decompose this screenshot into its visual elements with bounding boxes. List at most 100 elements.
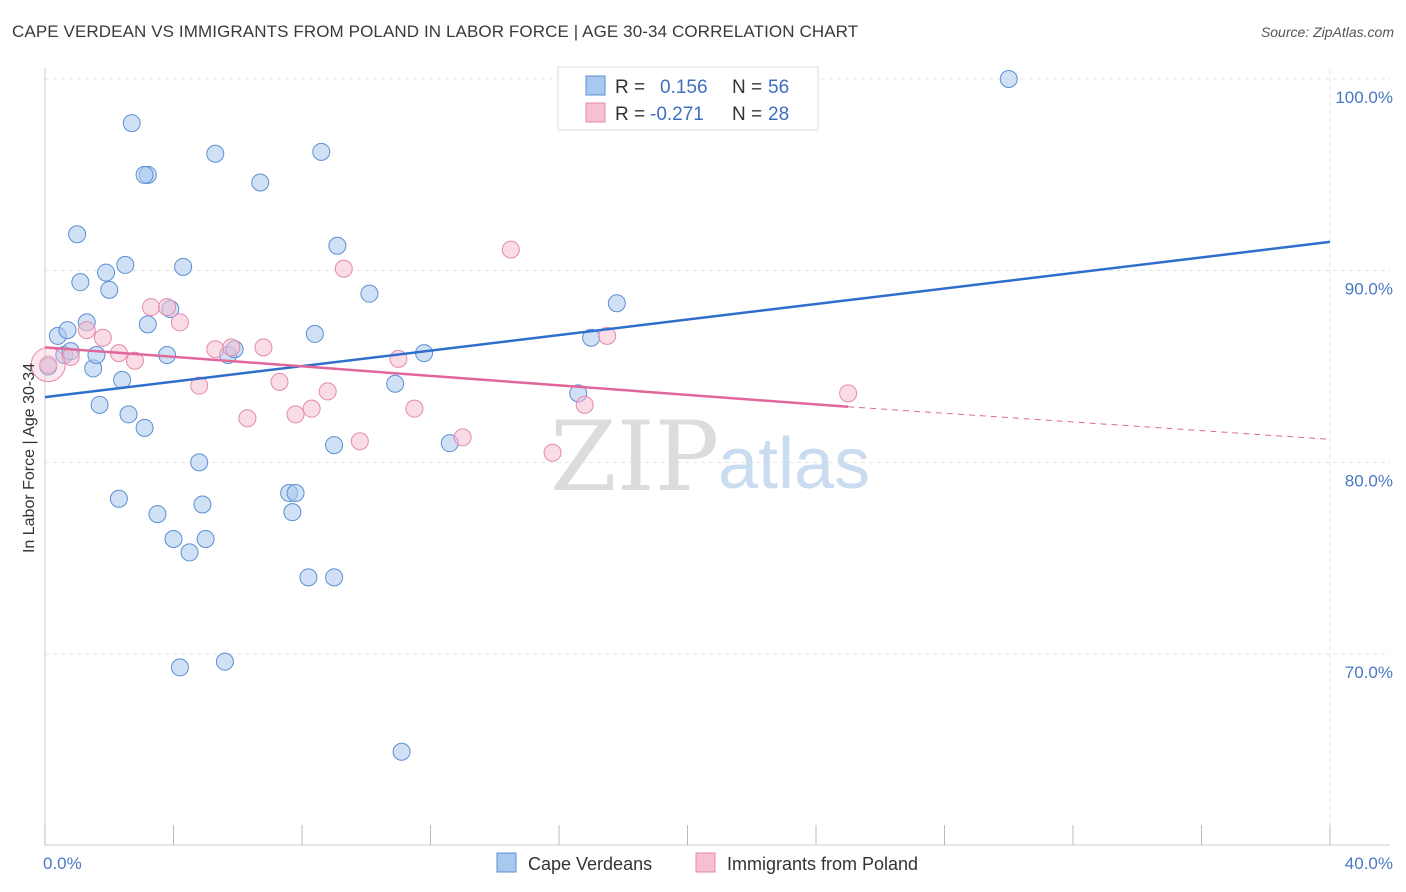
data-point-immigrants-from-poland [206, 340, 225, 359]
data-point-immigrants-from-poland [158, 298, 177, 317]
data-point-cape-verdeans [196, 530, 215, 548]
data-point-cape-verdeans [360, 284, 379, 303]
data-point-immigrants-from-poland [77, 321, 96, 340]
data-point-cape-verdeans [122, 114, 141, 133]
data-point-cape-verdeans [164, 530, 183, 548]
data-point-immigrants-from-poland [575, 395, 594, 414]
y-axis-label: In Labor Force | Age 30-34 [21, 363, 38, 553]
data-point-cape-verdeans [135, 165, 154, 184]
data-point-cape-verdeans [135, 418, 154, 437]
data-point-cape-verdeans [325, 436, 344, 455]
bottom-legend-cape-verdeans: Cape Verdeans [528, 854, 652, 874]
legend-n-label-2: N = [732, 104, 762, 125]
legend-n-label-1: N = [732, 77, 762, 98]
watermark: ZIP atlas [550, 401, 870, 513]
source-credit: Source: ZipAtlas.com [1260, 24, 1394, 40]
legend-n-value-1: 56 [768, 77, 789, 98]
bottom-legend-immigrants-from-poland: Immigrants from Poland [727, 854, 918, 874]
data-point-cape-verdeans [312, 142, 331, 161]
data-point-cape-verdeans [386, 374, 405, 393]
y-tick-label: 80.0% [1345, 471, 1393, 490]
data-point-cape-verdeans [392, 742, 411, 761]
data-point-immigrants-from-poland [453, 428, 472, 447]
data-point-cape-verdeans [325, 568, 344, 587]
data-point-immigrants-from-poland [238, 409, 257, 428]
watermark-atlas: atlas [718, 424, 870, 504]
data-point-cape-verdeans [58, 321, 77, 340]
legend: R = 0.156 N = 56 R = -0.271 N = 28 [557, 66, 819, 131]
data-point-immigrants-from-poland [501, 240, 520, 259]
axes [44, 68, 1390, 846]
data-point-cape-verdeans [97, 263, 116, 282]
data-point-immigrants-from-poland [350, 432, 369, 451]
data-point-immigrants-from-poland [125, 351, 144, 370]
trendline-cape-verdeans [44, 240, 1331, 399]
data-point-cape-verdeans [68, 225, 87, 244]
chart-title: CAPE VERDEAN VS IMMIGRANTS FROM POLAND I… [12, 22, 859, 41]
legend-r-label-2: R = [615, 104, 645, 125]
trendline-immigrants-from-poland [44, 346, 849, 408]
legend-r-value-1: 0.156 [660, 77, 708, 98]
y-tick-label: 100.0% [1335, 88, 1393, 107]
data-point-cape-verdeans [90, 395, 109, 414]
data-point-cape-verdeans [119, 405, 138, 424]
data-point-cape-verdeans [286, 484, 305, 502]
bottom-legend-swatch-blue [496, 852, 517, 873]
data-point-cape-verdeans [138, 315, 157, 334]
data-point-cape-verdeans [206, 144, 225, 163]
data-point-immigrants-from-poland [142, 298, 161, 317]
data-point-immigrants-from-poland [93, 328, 112, 347]
data-point-cape-verdeans [71, 273, 90, 292]
watermark-zip: ZIP [550, 401, 719, 513]
data-point-cape-verdeans [999, 70, 1018, 88]
data-point-immigrants-from-poland [190, 376, 209, 395]
data-point-cape-verdeans [328, 236, 347, 255]
data-point-immigrants-from-poland [543, 443, 562, 462]
data-point-cape-verdeans [215, 652, 234, 671]
data-point-immigrants-from-poland [334, 259, 353, 278]
legend-n-value-2: 28 [768, 104, 789, 125]
trendlines [44, 240, 1331, 440]
legend-r-value-2: -0.271 [650, 104, 704, 125]
data-point-cape-verdeans [109, 489, 128, 508]
data-point-cape-verdeans [299, 568, 318, 587]
x-tick-labels: 0.0% 40.0% [43, 854, 1393, 873]
y-tick-label: 90.0% [1345, 280, 1393, 299]
data-point-immigrants-from-poland [839, 384, 858, 403]
data-point-cape-verdeans [116, 255, 135, 274]
data-point-immigrants-from-poland [270, 372, 289, 391]
data-point-cape-verdeans [174, 257, 193, 276]
data-point-cape-verdeans [87, 346, 106, 364]
series-cape-verdeans [39, 70, 1018, 761]
x-tick-label: 0.0% [43, 854, 82, 873]
data-point-cape-verdeans [180, 543, 199, 562]
data-point-immigrants-from-poland [302, 399, 321, 418]
y-tick-label: 70.0% [1345, 663, 1393, 682]
legend-swatch-pink [585, 102, 606, 123]
bottom-legend: Cape Verdeans Immigrants from Poland [496, 852, 918, 874]
data-point-immigrants-from-poland [254, 338, 273, 357]
data-point-immigrants-from-poland [39, 355, 58, 374]
data-point-immigrants-from-poland [286, 405, 305, 424]
data-point-immigrants-from-poland [170, 313, 189, 332]
data-point-cape-verdeans [148, 505, 167, 524]
data-point-cape-verdeans [283, 503, 302, 522]
data-point-cape-verdeans [305, 324, 324, 343]
data-point-immigrants-from-poland [405, 399, 424, 418]
legend-swatch-blue [585, 75, 606, 96]
data-point-cape-verdeans [607, 294, 626, 313]
data-point-immigrants-from-poland [598, 326, 617, 345]
trendline-immigrants-from-poland [848, 406, 1331, 440]
data-point-cape-verdeans [170, 658, 189, 677]
data-point-cape-verdeans [193, 495, 212, 514]
y-tick-labels: 100.0% 90.0% 80.0% 70.0% [1335, 88, 1393, 682]
data-point-cape-verdeans [190, 453, 209, 472]
x-tick-label: 40.0% [1345, 854, 1393, 873]
data-point-immigrants-from-poland [222, 338, 241, 357]
data-point-cape-verdeans [251, 173, 270, 192]
bottom-legend-swatch-pink [695, 852, 716, 873]
data-point-immigrants-from-poland [318, 382, 337, 401]
data-point-cape-verdeans [100, 280, 119, 299]
data-point-cape-verdeans [113, 370, 132, 389]
